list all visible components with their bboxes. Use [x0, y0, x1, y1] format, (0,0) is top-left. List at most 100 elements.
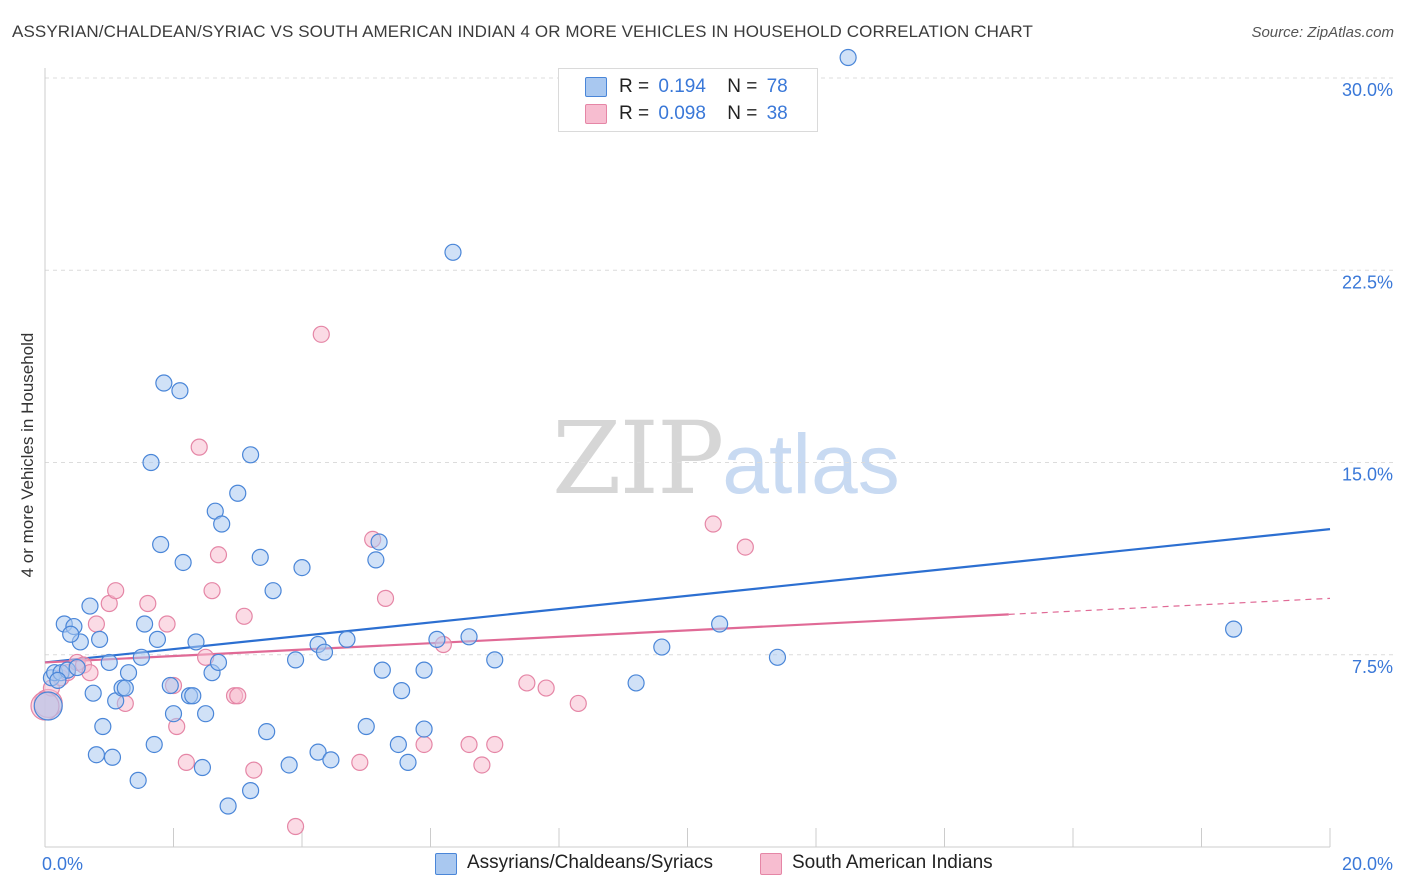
assyrian-point [87, 746, 106, 764]
south-american-point [473, 756, 491, 774]
assyrian-point [315, 643, 334, 661]
assyrian-point [62, 625, 80, 643]
watermark-zip: ZIP [552, 400, 724, 517]
n-value: 38 [766, 103, 788, 124]
assyrian-point [839, 48, 857, 67]
assyrian-point [161, 676, 179, 695]
x-tick-label: 0.0% [42, 854, 83, 874]
legend-swatch-pink [585, 104, 607, 124]
grid-layer [45, 77, 1395, 656]
assyrian-point [258, 723, 276, 741]
assyrian-point [486, 651, 504, 669]
assyrian-point [209, 653, 228, 672]
assyrian-point [415, 661, 433, 679]
assyrian-point [338, 630, 356, 648]
assyrian-point [229, 484, 247, 502]
south-american-point [203, 582, 221, 600]
assyrian-point [1225, 620, 1243, 638]
y-tick-label: 22.5% [1342, 272, 1393, 292]
assyrian-point [155, 374, 173, 392]
r-value: 0.098 [658, 103, 706, 124]
assyrian-point [68, 658, 86, 677]
assyrian-point [145, 735, 163, 754]
south-american-point [537, 679, 555, 697]
r-value: 0.194 [658, 76, 706, 97]
south-american-point [351, 753, 369, 772]
source-label: Source: ZipAtlas.com [1251, 24, 1394, 41]
y-tick-label: 7.5% [1352, 657, 1393, 677]
assyrian-point [100, 653, 118, 672]
bottom-swatch-pink [760, 853, 782, 875]
assyrian-point [33, 691, 63, 721]
south-american-point [704, 515, 722, 533]
assyrian-point [444, 243, 462, 261]
correlation-legend: R = 0.194 N = 78 R = 0.098 N = 38 [558, 68, 818, 132]
assyrian-point [627, 674, 645, 692]
assyrian-point [91, 630, 109, 648]
legend-text-assyrian: R = 0.194 N = 78 [619, 76, 788, 98]
assyrian-point [152, 535, 170, 554]
assyrian-point [367, 551, 385, 569]
bottom-legend-label: Assyrians/Chaldeans/Syriacs [467, 852, 714, 873]
assyrian-point [370, 533, 388, 551]
assyrian-point [132, 648, 150, 666]
south-american-point [460, 735, 478, 754]
assyrian-point [197, 705, 215, 723]
assyrian-point [142, 453, 160, 472]
axis-layer [44, 68, 1331, 848]
assyrian-point [193, 758, 212, 777]
y-axis-label: 4 or more Vehicles in Household [18, 332, 37, 578]
south-american-point [158, 615, 176, 633]
south-american-point [569, 694, 587, 713]
assyrian-point [415, 720, 433, 738]
assyrian-point [357, 717, 375, 736]
assyrian-point [653, 638, 671, 656]
south-american-point [245, 761, 263, 779]
assyrian-point [242, 782, 260, 800]
assyrian-point [49, 671, 67, 689]
assyrian-point [309, 743, 327, 761]
watermark: ZIPatlas [552, 400, 900, 517]
assyrian-point [84, 684, 102, 702]
assyrian-point [219, 797, 237, 815]
assyrian-point [148, 630, 167, 648]
assyrian-point [251, 548, 269, 566]
assyrian-point [264, 582, 282, 600]
bottom-legend-label: South American Indians [792, 852, 993, 873]
assyrian-point [129, 771, 147, 789]
assyrian-point [392, 682, 411, 700]
bottom-swatch-blue [435, 853, 457, 875]
south-american-point [376, 589, 395, 607]
assyrian-point [322, 751, 340, 769]
assyrian-point [94, 717, 112, 736]
assyrian-point [460, 628, 478, 646]
south-american-point [235, 607, 253, 625]
assyrian-point [103, 748, 122, 766]
x-tick-label: 20.0% [1342, 854, 1393, 874]
assyrian-point [286, 651, 305, 669]
assyrian-point [135, 615, 154, 633]
south-american-point [518, 674, 536, 692]
assyrian-point [242, 446, 260, 464]
assyrian-point [373, 661, 391, 679]
south-american-point [87, 615, 106, 633]
assyrian-point [116, 679, 134, 697]
assyrian-point [399, 753, 417, 772]
south-american-point [312, 325, 330, 343]
south-american-point [139, 594, 157, 613]
assyrian-point [293, 558, 311, 577]
n-label: N = [727, 76, 758, 97]
n-value: 78 [766, 76, 788, 97]
south-american-point [177, 753, 195, 772]
assyrian-point [428, 630, 446, 648]
r-label: R = [619, 76, 650, 97]
trend-layer [44, 528, 1331, 664]
assyrian-point [164, 705, 183, 723]
legend-swatch-blue [585, 77, 607, 97]
assyrian-point [171, 382, 189, 400]
south-american-point [209, 546, 228, 564]
label-layer: 7.5% 15.0% 22.5% 30.0% 0.0% 20.0% [42, 80, 1393, 874]
assyrian-point [389, 735, 407, 754]
assyrian-trend-line [44, 528, 1331, 664]
